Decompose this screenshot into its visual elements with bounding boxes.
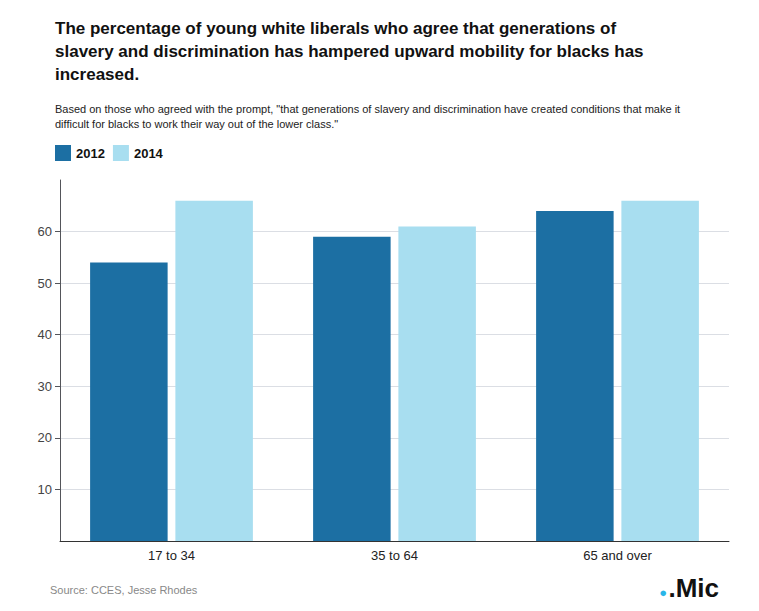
svg-text:20: 20 xyxy=(38,430,52,445)
svg-text:30: 30 xyxy=(38,379,52,394)
svg-text:10: 10 xyxy=(38,482,52,497)
svg-text:increased.: increased. xyxy=(55,65,139,84)
svg-text:slavery and discrimination has: slavery and discrimination has hampered … xyxy=(55,42,644,61)
svg-text:50: 50 xyxy=(38,276,52,291)
svg-text:2014: 2014 xyxy=(134,146,164,161)
svg-text:40: 40 xyxy=(38,327,52,342)
svg-text:Based on those who agreed with: Based on those who agreed with the promp… xyxy=(55,103,680,115)
svg-text:The percentage of young white: The percentage of young white liberals w… xyxy=(55,19,616,38)
svg-text:17 to 34: 17 to 34 xyxy=(148,548,195,563)
svg-text:●: ● xyxy=(659,585,667,600)
svg-text:difficult for blacks to work t: difficult for blacks to work their way o… xyxy=(55,118,338,130)
svg-text:35 to 64: 35 to 64 xyxy=(371,548,418,563)
svg-text:2012: 2012 xyxy=(76,146,105,161)
svg-text:Source: CCES, Jesse Rhodes: Source: CCES, Jesse Rhodes xyxy=(50,584,198,596)
svg-text:.Mic: .Mic xyxy=(668,573,719,603)
svg-text:65 and over: 65 and over xyxy=(583,548,652,563)
svg-text:60: 60 xyxy=(38,224,52,239)
